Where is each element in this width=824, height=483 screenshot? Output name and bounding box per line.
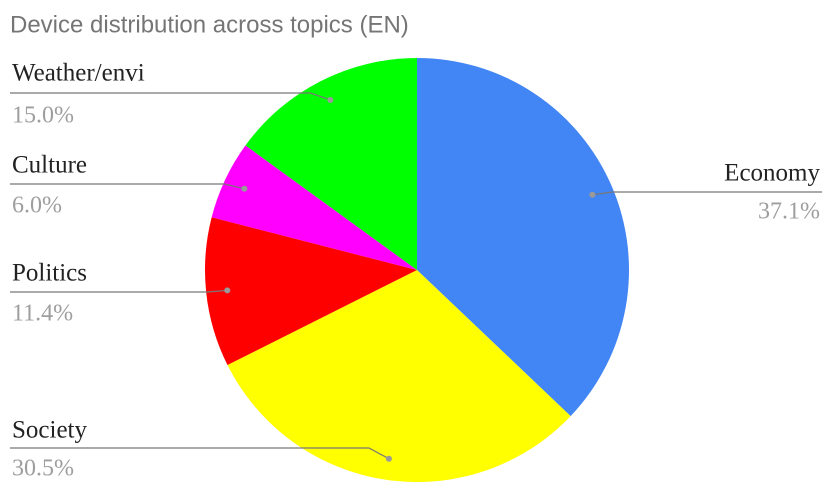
leader-dot <box>241 185 248 192</box>
slice-label: Culture <box>12 152 87 179</box>
slice-value-label: 6.0% <box>12 193 62 219</box>
slice-label: Society <box>12 417 87 444</box>
chart-title: Device distribution across topics (EN) <box>10 11 409 38</box>
leader-line <box>10 447 390 460</box>
leader-dot <box>327 96 334 103</box>
pie-slice <box>227 270 571 483</box>
slice-value-label: 11.4% <box>12 301 73 327</box>
leader-dot <box>589 191 596 198</box>
leader-line <box>10 183 245 190</box>
pie-slice <box>205 217 417 366</box>
pie-slice <box>211 145 417 270</box>
slice-value-label: 30.5% <box>12 456 74 482</box>
slice-value-label: 15.0% <box>12 103 74 129</box>
slice-label: Politics <box>12 260 87 287</box>
pie-slice <box>245 57 417 270</box>
leader-dot <box>385 455 392 462</box>
leader-dot <box>224 287 231 294</box>
leader-line <box>10 92 331 101</box>
slice-label: Weather/envi <box>12 60 145 87</box>
slice-value-label: 37.1% <box>758 199 820 225</box>
pie-slice <box>417 58 630 417</box>
leader-line <box>592 191 822 196</box>
slice-label: Economy <box>724 160 820 187</box>
leader-line <box>10 289 228 293</box>
